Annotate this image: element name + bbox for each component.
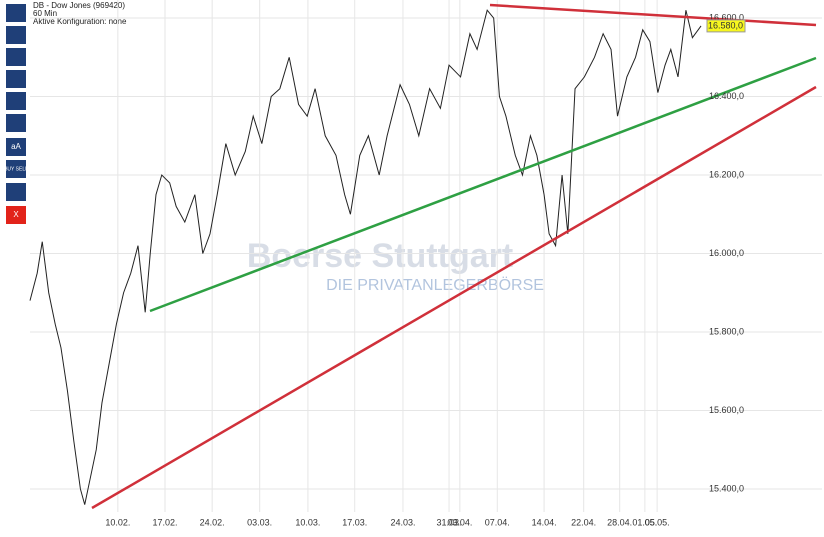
tool-channel[interactable] (6, 92, 26, 110)
tool-speaker[interactable] (6, 183, 26, 201)
tool-curve[interactable] (6, 114, 26, 132)
price-line (29, 9, 702, 505)
x-tick-label: 07.04. (485, 517, 510, 527)
overlay: 15.400,0 15.600,0 15.800,0 16.000,0 16.200,0… (105, 12, 746, 527)
x-tick-label: 22.04. (571, 517, 596, 527)
x-tick-label: 14.04. (532, 517, 557, 527)
y-tick-label: 15.800,0 (709, 326, 744, 336)
y-tick-label: 15.600,0 (709, 405, 744, 415)
header-interval: 60 Min (33, 9, 57, 18)
plot-area (29, 0, 822, 512)
tool-trade[interactable] (6, 160, 26, 178)
x-tick-label: 03.03. (247, 517, 272, 527)
trendline-lower (91, 85, 817, 510)
toolbar: aA BUY SELL X (4, 4, 28, 224)
y-tick-label: 15.400,0 (709, 483, 744, 493)
tool-zoom[interactable] (6, 70, 26, 88)
x-tick-label: 17.02. (152, 517, 177, 527)
tool-delete[interactable] (6, 206, 26, 224)
tool-delete-label: X (13, 210, 19, 219)
x-tick-label: 28.04. (607, 517, 632, 527)
watermark-tagline: DIE PRIVATANLEGERBÖRSE (326, 276, 544, 294)
x-tick-label: 24.02. (200, 517, 225, 527)
x-tick-label: 01.05. (632, 517, 657, 527)
x-tick-label: 10.03. (295, 517, 320, 527)
x-tick-label: 05.05. (645, 517, 670, 527)
tool-text[interactable] (6, 138, 26, 156)
y-tick-label: 16.200,0 (709, 169, 744, 179)
watermark-logo: Boerse Stuttgart (247, 237, 513, 275)
header-config: Aktive Konfiguration: none (33, 17, 127, 26)
y-tick-label: 16.400,0 (709, 91, 744, 101)
tool-pointer[interactable] (6, 4, 26, 22)
tool-text-label: aA (11, 142, 21, 151)
y-tick-label: 16.000,0 (709, 248, 744, 258)
x-tick-label: 31.03. (437, 517, 462, 527)
x-tick-label: 10.02. (105, 517, 130, 527)
tool-trade-label: BUY SELL (4, 166, 28, 172)
tool-percent[interactable] (6, 48, 26, 66)
tool-line[interactable] (6, 26, 26, 44)
header-title: DB - Dow Jones (969420) (33, 1, 125, 10)
y-tick-label: 16.600,0 (709, 12, 744, 22)
x-tick-label: 03.04. (447, 517, 472, 527)
last-price-box (706, 19, 746, 33)
x-tick-label: 17.03. (342, 517, 367, 527)
last-price-label: 16.580,0 (708, 20, 743, 30)
x-tick-label: 24.03. (390, 517, 415, 527)
trendline-support (149, 56, 817, 313)
trendline-resistance (489, 3, 817, 27)
